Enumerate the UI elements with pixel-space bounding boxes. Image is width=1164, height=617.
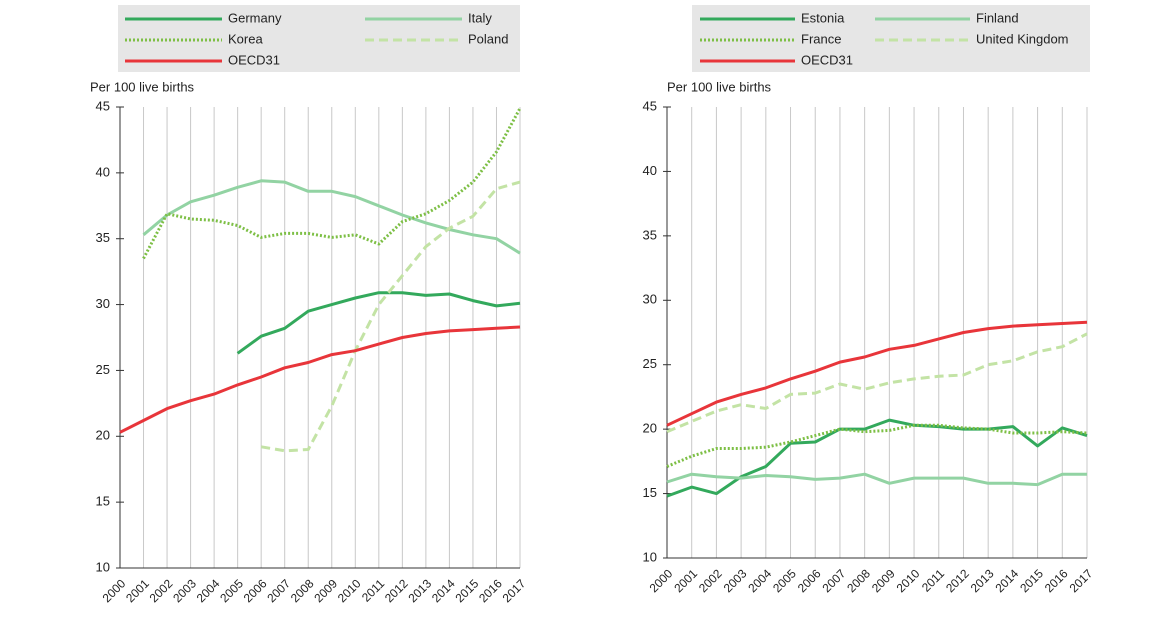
y-tick-label: 30	[96, 296, 110, 311]
x-tick-label: 2008	[844, 566, 873, 595]
series-line	[666, 418, 1088, 498]
y-tick-label: 35	[96, 230, 110, 245]
x-tick-label: 2006	[795, 566, 824, 595]
x-tick-label: 2013	[968, 566, 997, 595]
x-tick-label: 2005	[770, 566, 799, 595]
x-tick-label: 2002	[696, 566, 725, 595]
legend-label: Germany	[228, 10, 282, 25]
x-tick-label: 2009	[311, 576, 340, 605]
x-tick-label: 2002	[147, 576, 176, 605]
legend-label: OECD31	[228, 52, 280, 67]
y-tick-label: 15	[643, 485, 657, 500]
x-tick-label: 2007	[820, 566, 849, 595]
x-tick-label: 2004	[745, 566, 774, 595]
x-tick-label: 2001	[671, 566, 700, 595]
x-tick-label: 2003	[170, 576, 199, 605]
legend-label: Korea	[228, 31, 263, 46]
y-tick-label: 10	[643, 549, 657, 564]
y-tick-label: 45	[96, 98, 110, 113]
x-tick-label: 2016	[476, 576, 505, 605]
y-tick-label: 40	[643, 163, 657, 178]
x-tick-label: 2008	[288, 576, 317, 605]
series-line	[666, 472, 1087, 487]
y-axis-label: Per 100 live births	[667, 79, 772, 94]
y-tick-label: 15	[96, 494, 110, 509]
y-tick-label: 25	[643, 356, 657, 371]
series-line	[666, 332, 1088, 434]
x-tick-label: 2007	[264, 576, 293, 605]
x-tick-label: 2014	[992, 566, 1021, 595]
y-axis-label: Per 100 live births	[90, 79, 195, 94]
x-tick-label: 2001	[123, 576, 152, 605]
y-tick-label: 30	[643, 292, 657, 307]
y-tick-label: 10	[96, 559, 110, 574]
series-line	[666, 423, 1088, 468]
y-tick-label: 45	[643, 98, 657, 113]
x-tick-label: 2012	[382, 576, 411, 605]
legend-label: Poland	[468, 31, 508, 46]
x-tick-label: 2015	[1017, 566, 1046, 595]
x-tick-label: 2004	[194, 576, 223, 605]
y-tick-label: 20	[96, 428, 110, 443]
y-tick-label: 35	[643, 227, 657, 242]
x-tick-label: 2010	[335, 576, 364, 605]
x-tick-label: 2000	[647, 566, 676, 595]
x-tick-label: 2009	[869, 566, 898, 595]
series-line	[666, 320, 1088, 427]
series-line	[236, 291, 521, 355]
legend-label: Estonia	[801, 10, 845, 25]
x-tick-label: 2015	[453, 576, 482, 605]
y-tick-label: 40	[96, 164, 110, 179]
legend-label: Finland	[976, 10, 1019, 25]
legend-label: United Kingdom	[976, 31, 1069, 46]
legend-label: France	[801, 31, 841, 46]
x-tick-label: 2012	[943, 566, 972, 595]
x-tick-label: 2005	[217, 576, 246, 605]
x-tick-label: 2010	[894, 566, 923, 595]
x-tick-label: 2014	[429, 576, 458, 605]
x-tick-label: 2011	[919, 566, 947, 594]
y-tick-label: 25	[96, 362, 110, 377]
series-line	[142, 179, 521, 255]
y-tick-label: 20	[643, 421, 657, 436]
x-tick-label: 2011	[359, 576, 387, 604]
x-tick-label: 2017	[500, 576, 529, 605]
series-line	[119, 325, 521, 434]
series-line	[142, 107, 522, 260]
x-tick-label: 2006	[241, 576, 270, 605]
legend-label: Italy	[468, 10, 492, 25]
legend-label: OECD31	[801, 52, 853, 67]
x-tick-label: 2013	[405, 576, 434, 605]
x-tick-label: 2017	[1067, 566, 1096, 595]
x-tick-label: 2016	[1042, 566, 1071, 595]
x-tick-label: 2000	[100, 576, 129, 605]
x-tick-label: 2003	[721, 566, 750, 595]
series-line	[260, 180, 521, 453]
